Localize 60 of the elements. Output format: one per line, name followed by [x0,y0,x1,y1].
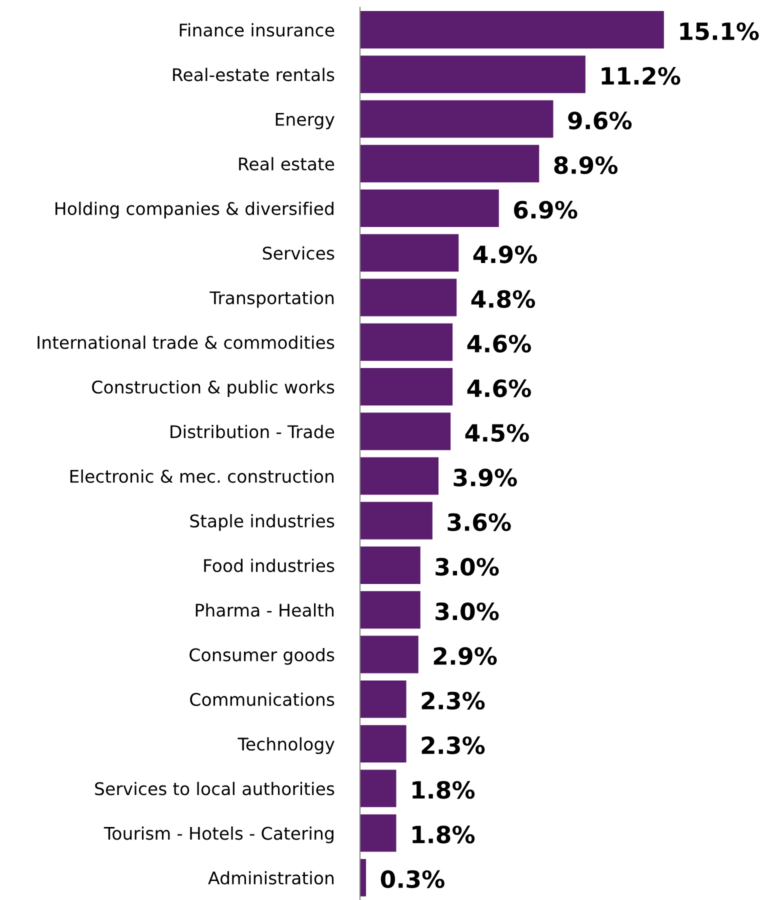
data-label: 11.2% [602,66,680,85]
y-tick-label: Distribution - Trade [170,424,334,438]
data-label: 1.8% [412,826,475,844]
data-label: 2.3% [422,692,485,710]
data-label: 1.8% [412,780,475,799]
data-label: 4.8% [471,290,536,308]
data-label: 2.9% [434,647,497,665]
y-tick-label: Pharma - Health [196,603,334,617]
y-tick-label: Food industries [204,558,334,572]
y-tick-label: Services to local authorities [95,782,334,796]
data-label: 15.1% [680,22,759,40]
data-label: 3.6% [448,513,511,532]
y-tick-label: Communications [190,692,334,706]
bar [360,591,420,629]
y-tick-label: Electronic & mec. construction [70,469,334,483]
data-label: 3.9% [454,468,517,486]
data-label: 8.9% [554,156,618,174]
bar [360,457,438,495]
data-label: 0.3% [380,870,444,888]
y-tick-label: Administration [208,871,334,885]
data-label: 4.6% [467,379,531,398]
bar [360,858,366,896]
bar [360,56,586,94]
y-tick-label: Transportation [210,290,334,308]
bar [360,814,396,852]
y-tick-label: Services [262,246,334,260]
bar [360,234,459,272]
y-tick-label: International trade & commodities [38,336,334,350]
bar [360,502,432,540]
bar [360,636,418,674]
bar [360,323,453,361]
y-tick-label: Finance insurance [180,23,334,37]
bar [360,144,540,182]
bar [360,190,499,228]
y-tick-label: Real estate [239,157,334,171]
data-label: 3.0% [436,602,499,620]
data-label: 6.9% [514,200,578,219]
data-label: 2.3% [422,736,485,754]
y-tick-label: Staple industries [190,514,334,531]
y-tick-label: Construction & public works [92,380,334,397]
y-tick-label: Real-estate rentals [173,68,334,82]
y-tick-label: Energy [276,112,334,130]
y-tick-label: Technology [238,737,334,754]
data-label: 4.9% [473,245,538,264]
bar [360,770,396,808]
y-tick-label: Consumer goods [190,648,334,665]
y-tick-label: Holding companies & diversified [56,202,334,218]
bar [360,368,453,406]
data-label: 3.0% [436,558,499,576]
bar [360,278,457,316]
data-label: 4.6% [467,334,531,353]
bar [360,546,420,584]
bar [360,100,554,138]
data-label: 4.5% [465,424,529,442]
bar [360,680,406,718]
bar [360,725,406,763]
bar [360,412,451,450]
bar [360,11,664,49]
y-tick-label: Tourism - Hotels - Catering [104,826,334,844]
data-label: 9.6% [568,112,632,130]
